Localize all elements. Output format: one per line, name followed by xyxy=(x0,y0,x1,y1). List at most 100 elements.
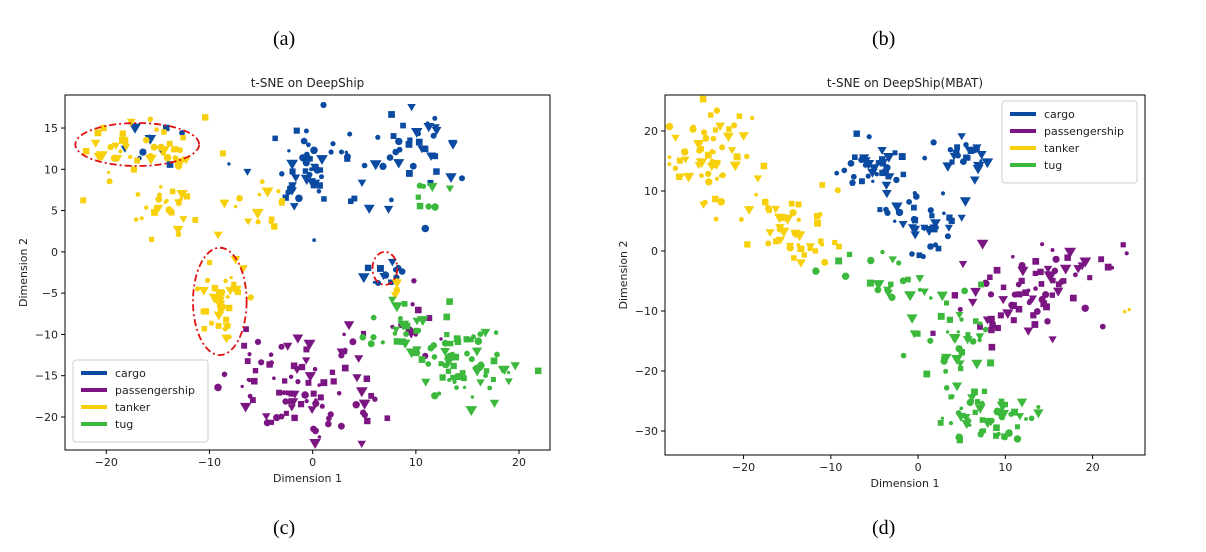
point-tug xyxy=(1013,435,1022,443)
point-tug xyxy=(493,330,499,335)
point-tug xyxy=(403,322,411,330)
point-tanker xyxy=(224,323,231,329)
point-cargo xyxy=(395,137,403,146)
point-tanker xyxy=(765,229,775,237)
point-tanker xyxy=(390,292,400,300)
chart-title: t-SNE on DeepShip(MBAT) xyxy=(827,76,983,90)
point-cargo xyxy=(330,141,336,147)
point-passengership xyxy=(1055,281,1062,288)
point-passengership xyxy=(305,379,312,386)
point-cargo xyxy=(369,160,382,171)
point-passengership xyxy=(1032,258,1040,265)
x-tick-label: −20 xyxy=(95,456,118,469)
point-passengership xyxy=(312,427,319,435)
point-cargo xyxy=(312,238,316,243)
point-passengership xyxy=(1104,263,1112,271)
point-tanker xyxy=(144,205,149,210)
point-cargo xyxy=(411,128,423,138)
point-tug xyxy=(388,296,397,304)
point-tug xyxy=(425,361,432,367)
point-tanker xyxy=(165,198,169,203)
point-passengership xyxy=(1043,265,1053,274)
point-tanker xyxy=(223,278,228,284)
point-tug xyxy=(370,334,377,341)
y-tick-label: 15 xyxy=(44,122,58,135)
point-tug xyxy=(975,399,981,405)
point-tug xyxy=(995,408,1003,416)
point-cargo xyxy=(319,174,324,180)
point-cargo xyxy=(364,264,372,272)
point-tug xyxy=(499,365,510,375)
point-cargo xyxy=(970,176,980,185)
point-tanker xyxy=(231,281,237,287)
point-cargo xyxy=(430,132,437,139)
point-tanker xyxy=(174,199,184,207)
point-tug xyxy=(929,296,933,300)
point-tanker xyxy=(169,188,176,195)
point-tug xyxy=(955,433,963,442)
point-passengership xyxy=(1017,266,1029,277)
point-cargo xyxy=(963,142,969,148)
panel-label-a: (a) xyxy=(273,28,296,50)
point-tug xyxy=(443,362,449,368)
point-tanker xyxy=(214,291,227,301)
point-tug xyxy=(483,368,490,374)
point-passengership xyxy=(1010,302,1017,309)
point-tug xyxy=(425,203,432,210)
legend-box xyxy=(72,359,209,443)
point-cargo xyxy=(407,137,413,143)
point-passengership xyxy=(1077,262,1087,271)
point-cargo xyxy=(287,149,291,153)
point-tug xyxy=(993,424,1000,431)
point-tanker xyxy=(161,129,167,135)
point-tanker xyxy=(731,122,738,129)
point-tanker xyxy=(217,307,222,312)
point-passengership xyxy=(1018,262,1026,269)
point-tug xyxy=(437,391,441,395)
point-tug xyxy=(421,183,427,189)
point-tanker xyxy=(151,209,158,216)
point-cargo xyxy=(448,139,458,148)
point-tanker xyxy=(261,187,274,198)
point-tug xyxy=(1008,411,1014,417)
point-passengership xyxy=(221,371,228,378)
point-passengership xyxy=(278,343,285,350)
point-tug xyxy=(962,336,973,345)
point-cargo xyxy=(877,207,883,213)
point-cargo xyxy=(944,224,953,232)
point-passengership xyxy=(317,383,322,387)
point-tanker xyxy=(128,154,133,160)
legend: cargo passengership tanker tug xyxy=(72,359,209,443)
point-cargo xyxy=(849,179,856,186)
point-passengership xyxy=(1015,305,1023,313)
point-tanker xyxy=(118,149,123,154)
point-passengership xyxy=(258,359,265,366)
point-passengership xyxy=(1011,254,1015,259)
point-tug xyxy=(431,354,438,360)
point-tanker xyxy=(719,144,726,151)
point-cargo xyxy=(304,157,310,163)
point-tanker xyxy=(218,307,224,314)
legend-label-cargo: cargo xyxy=(1044,108,1075,121)
point-passengership xyxy=(332,379,336,383)
point-cargo xyxy=(407,104,416,112)
point-passengership xyxy=(958,261,968,269)
point-tug xyxy=(455,373,463,381)
point-tanker xyxy=(230,256,241,265)
point-passengership xyxy=(384,415,391,421)
points-layer xyxy=(80,101,542,449)
point-tanker xyxy=(689,125,697,133)
point-tug xyxy=(900,352,907,359)
point-passengership xyxy=(312,366,318,372)
point-tanker xyxy=(155,195,163,203)
point-passengership xyxy=(1015,281,1022,288)
point-tug xyxy=(888,281,894,287)
y-axis-label: Dimension 2 xyxy=(17,238,30,307)
point-tanker xyxy=(235,289,241,296)
y-tick-label: 0 xyxy=(651,245,658,258)
point-cargo xyxy=(920,224,929,232)
legend-box xyxy=(1001,100,1138,184)
point-tanker xyxy=(163,153,172,162)
point-passengership xyxy=(1042,291,1050,299)
point-tug xyxy=(448,351,456,359)
